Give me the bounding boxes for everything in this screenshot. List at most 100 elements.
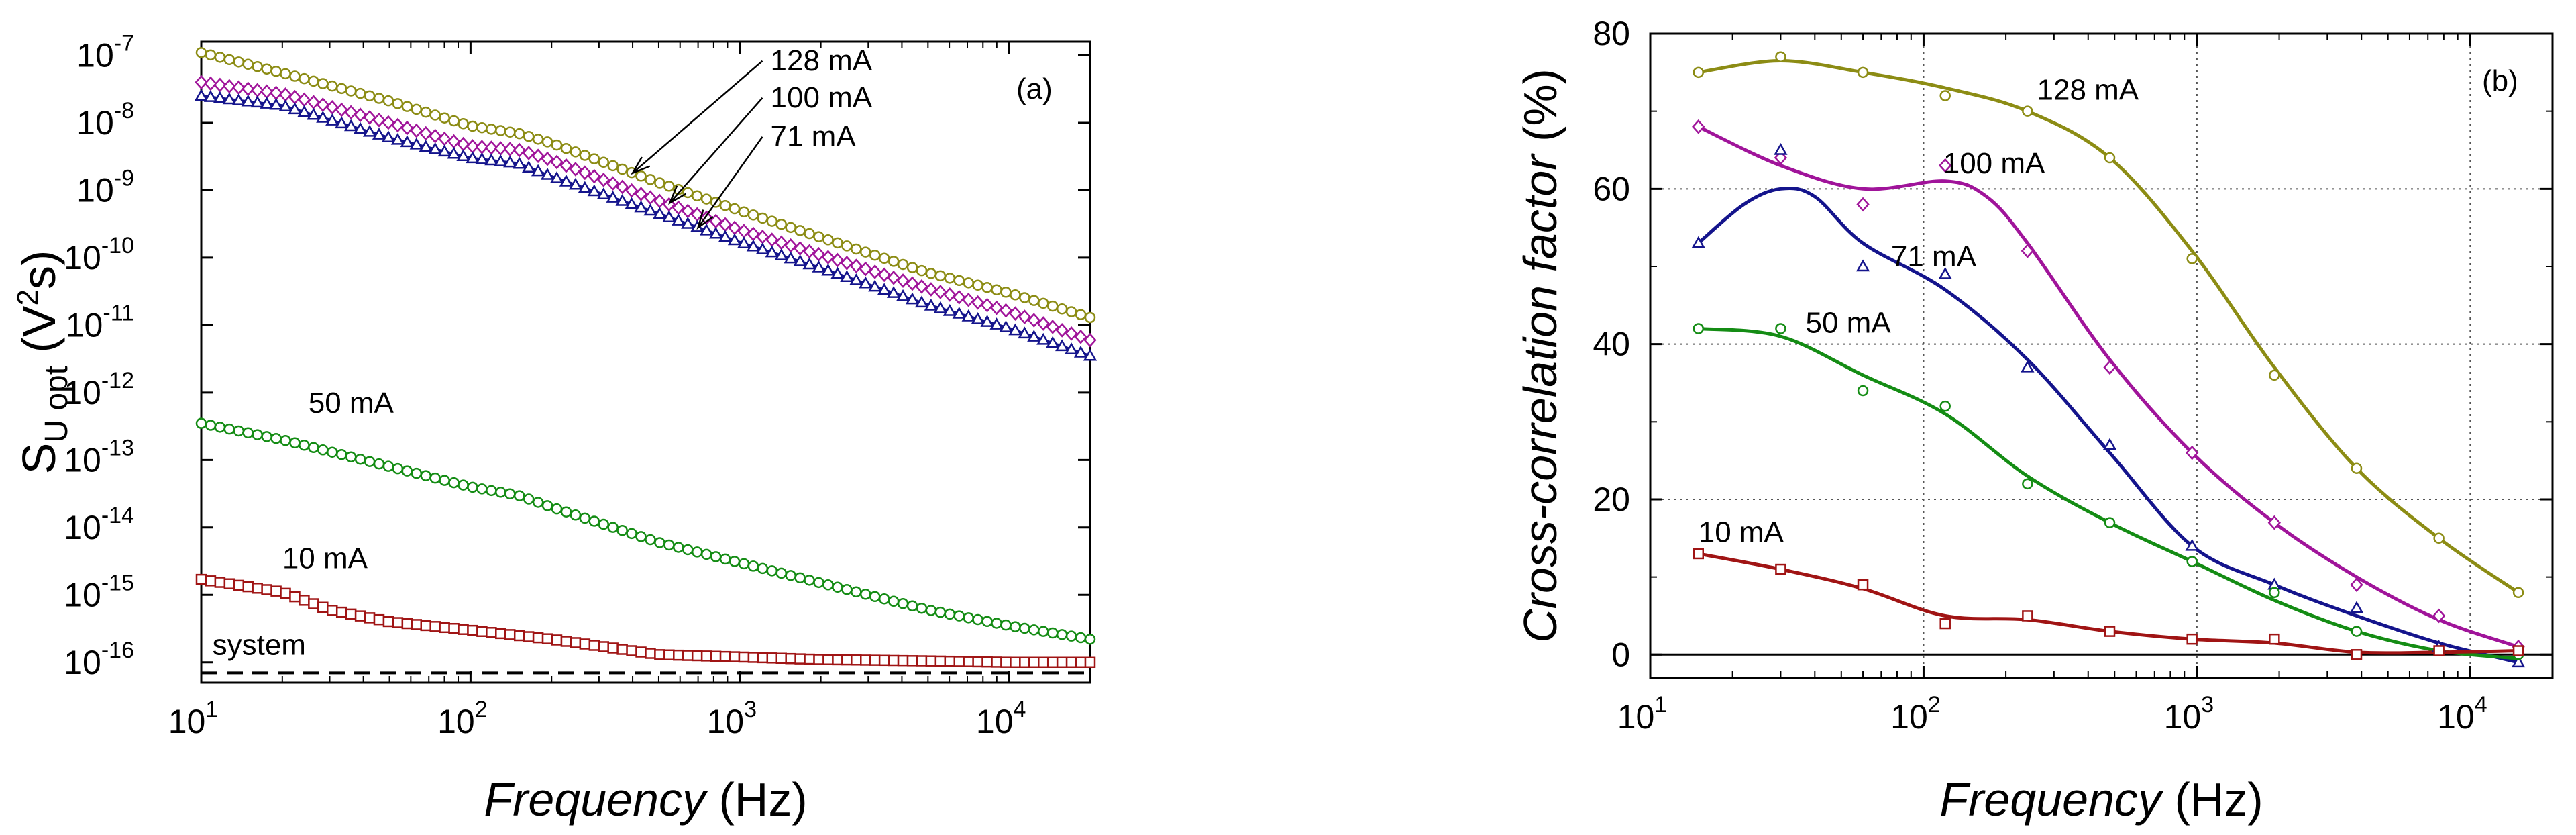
data-point	[804, 228, 815, 240]
data-point	[335, 102, 348, 117]
data-point	[934, 270, 947, 282]
data-point	[513, 156, 527, 169]
data-point	[382, 95, 394, 107]
data-point	[860, 589, 871, 600]
data-point	[794, 653, 806, 665]
data-point	[409, 137, 423, 150]
y-tick-base: 10	[76, 171, 114, 209]
data-point	[1075, 656, 1087, 669]
data-point	[411, 619, 423, 630]
y-tick-exp: -14	[101, 503, 134, 528]
data-point	[785, 222, 796, 234]
y-tick-exp: -7	[114, 31, 134, 56]
data-point	[420, 620, 431, 632]
data-point	[261, 63, 272, 75]
data-point	[868, 279, 882, 292]
x-tick-label: 103	[2164, 692, 2214, 736]
data-point	[888, 654, 900, 667]
data-point	[579, 638, 591, 650]
data-point	[804, 653, 815, 665]
data-point	[766, 565, 778, 577]
data-point	[756, 229, 769, 244]
data-point	[747, 226, 760, 242]
data-point	[822, 654, 834, 665]
data-point	[523, 131, 535, 142]
data-point	[963, 612, 974, 624]
data-point	[325, 99, 339, 115]
data-point	[738, 206, 750, 217]
data-point	[747, 560, 759, 572]
y-tick-label: 10-13	[64, 435, 134, 479]
data-point	[458, 624, 469, 635]
data-point	[373, 458, 385, 470]
data-point	[325, 113, 339, 126]
y-tick-label: 80	[1593, 15, 1630, 52]
x-tick-base: 10	[976, 703, 1014, 740]
x-tick-base: 10	[1890, 698, 1928, 736]
data-point	[615, 193, 629, 206]
data-point	[260, 84, 274, 99]
data-point	[327, 80, 338, 92]
data-point	[2104, 517, 2116, 528]
data-point	[429, 621, 441, 632]
data-point	[991, 618, 1002, 629]
data-point	[868, 264, 881, 279]
data-point	[2185, 538, 2199, 551]
y-tick-label: 10-15	[64, 570, 134, 613]
data-point	[700, 548, 712, 560]
data-point	[2432, 608, 2446, 624]
data-point	[626, 528, 637, 540]
y-tick-base: 10	[64, 644, 101, 681]
x-axis-title-main: Frequency	[1939, 773, 2164, 826]
data-point	[878, 654, 890, 667]
data-point	[1774, 142, 1788, 155]
data-point	[467, 120, 478, 132]
data-point	[2433, 645, 2445, 656]
data-point	[448, 477, 460, 489]
data-point	[738, 558, 750, 570]
data-point	[1046, 320, 1059, 334]
data-point	[841, 240, 853, 252]
data-point	[504, 488, 516, 500]
data-point	[382, 616, 394, 628]
data-point	[645, 534, 656, 546]
data-point	[308, 75, 319, 87]
x-tick-label: 101	[1617, 692, 1668, 736]
data-point	[2186, 556, 2198, 567]
data-point	[615, 179, 629, 195]
data-point	[727, 233, 742, 246]
data-point	[316, 110, 330, 123]
fit-curve	[1698, 552, 2519, 655]
data-point	[813, 577, 824, 589]
y-tick-exp: -11	[103, 300, 134, 326]
series-128-mA	[1693, 51, 2524, 599]
data-point	[327, 605, 338, 616]
data-point	[916, 602, 928, 614]
data-point	[531, 148, 545, 164]
data-point	[344, 119, 358, 132]
data-point	[523, 493, 535, 505]
x-axis-title: Frequency (Hz)	[484, 773, 807, 826]
data-point	[1857, 579, 1869, 591]
data-point	[419, 140, 433, 152]
data-point	[391, 117, 405, 133]
data-point	[2022, 610, 2033, 622]
data-point	[504, 629, 516, 640]
data-point	[278, 87, 292, 102]
data-point	[708, 226, 723, 239]
series-50-mA	[195, 418, 1096, 645]
data-point	[307, 95, 321, 110]
data-point	[691, 190, 703, 202]
data-point	[579, 512, 591, 524]
data-point	[559, 174, 574, 187]
data-point	[278, 99, 292, 111]
y-tick-base: 10	[66, 306, 103, 344]
data-point	[420, 470, 431, 481]
data-point	[523, 631, 535, 642]
data-point	[766, 215, 778, 227]
data-point	[944, 655, 956, 667]
data-point	[840, 256, 854, 271]
data-point	[719, 553, 731, 565]
data-point	[578, 181, 592, 193]
